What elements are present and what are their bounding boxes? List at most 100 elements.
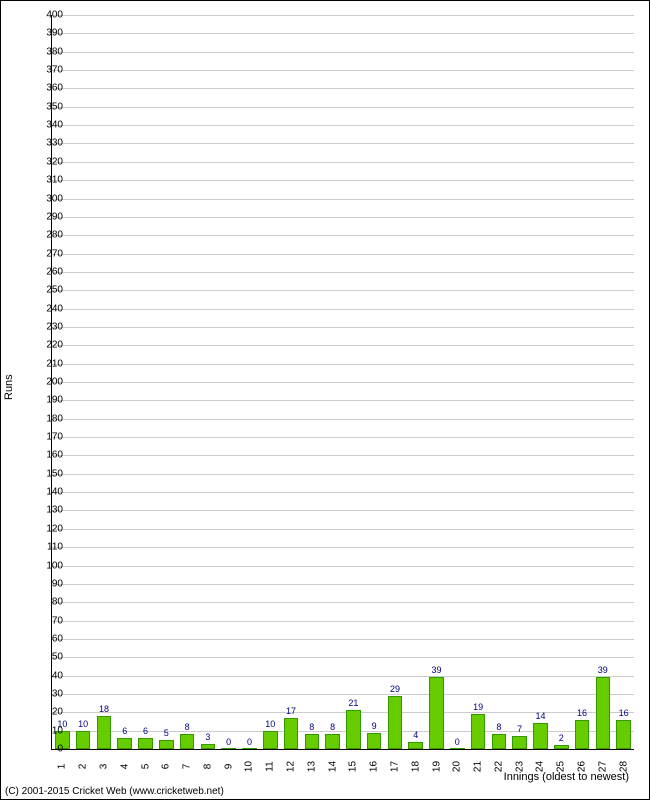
x-tick-label: 4 [119, 764, 130, 770]
gridline [52, 290, 634, 291]
bar [138, 738, 153, 749]
bar-value-label: 7 [517, 724, 522, 734]
bar-value-label: 19 [473, 702, 483, 712]
y-tick-label: 100 [23, 560, 63, 571]
bar-value-label: 3 [205, 732, 210, 742]
gridline [52, 694, 634, 695]
gridline [52, 510, 634, 511]
gridline [52, 382, 634, 383]
x-axis-title: Innings (oldest to newest) [504, 771, 629, 783]
gridline [52, 162, 634, 163]
bar-value-label: 8 [496, 722, 501, 732]
y-tick-label: 250 [23, 285, 63, 296]
gridline [52, 309, 634, 310]
bar [492, 734, 507, 749]
gridline [52, 712, 634, 713]
bar-value-label: 10 [78, 719, 88, 729]
gridline [52, 272, 634, 273]
gridline [52, 199, 634, 200]
bar [325, 734, 340, 749]
y-tick-label: 60 [23, 633, 63, 644]
y-tick-label: 390 [23, 28, 63, 39]
gridline [52, 33, 634, 34]
x-tick-label: 7 [182, 764, 193, 770]
bar-value-label: 0 [455, 737, 460, 747]
x-tick-label: 21 [473, 761, 484, 772]
bar [533, 723, 548, 749]
gridline [52, 455, 634, 456]
bar [117, 738, 132, 749]
bar-value-label: 0 [226, 737, 231, 747]
bar-value-label: 8 [330, 722, 335, 732]
bar-value-label: 39 [432, 665, 442, 675]
y-tick-label: 260 [23, 266, 63, 277]
x-tick-label: 14 [327, 761, 338, 772]
bar-value-label: 8 [185, 722, 190, 732]
x-tick-label: 11 [265, 761, 276, 771]
bar-value-label: 21 [348, 698, 358, 708]
y-tick-label: 330 [23, 138, 63, 149]
bar [575, 720, 590, 749]
bar-value-label: 6 [143, 726, 148, 736]
gridline [52, 547, 634, 548]
bar-value-label: 14 [535, 711, 545, 721]
x-tick-label: 18 [410, 761, 421, 772]
bar [201, 744, 216, 750]
y-tick-label: 50 [23, 652, 63, 663]
x-tick-label: 3 [98, 764, 109, 770]
footer-text: (C) 2001-2015 Cricket Web (www.cricketwe… [5, 786, 224, 797]
y-tick-label: 170 [23, 432, 63, 443]
y-tick-label: 400 [23, 10, 63, 21]
bar [450, 748, 465, 749]
bar [305, 734, 320, 749]
gridline [52, 345, 634, 346]
y-tick-label: 80 [23, 597, 63, 608]
y-tick-label: 0 [23, 744, 63, 755]
y-tick-label: 310 [23, 175, 63, 186]
y-tick-label: 20 [23, 707, 63, 718]
bar-value-label: 0 [247, 737, 252, 747]
x-tick-label: 2 [78, 764, 89, 770]
y-tick-label: 10 [23, 725, 63, 736]
x-tick-label: 13 [306, 761, 317, 772]
y-tick-label: 130 [23, 505, 63, 516]
gridline [52, 657, 634, 658]
y-tick-label: 30 [23, 688, 63, 699]
bar-value-label: 29 [390, 684, 400, 694]
gridline [52, 419, 634, 420]
chart-container: 1011021836465568738090101011171281381421… [0, 0, 650, 800]
y-tick-label: 150 [23, 468, 63, 479]
gridline [52, 327, 634, 328]
bar [284, 718, 299, 749]
bar [242, 748, 257, 749]
y-tick-label: 320 [23, 156, 63, 167]
plot-area: 1011021836465568738090101011171281381421… [51, 15, 634, 750]
x-tick-label: 17 [389, 761, 400, 772]
bar [346, 710, 361, 749]
bar-value-label: 16 [619, 708, 629, 718]
x-tick-label: 1 [57, 764, 68, 770]
gridline [52, 70, 634, 71]
x-tick-label: 8 [202, 764, 213, 770]
gridline [52, 602, 634, 603]
y-tick-label: 140 [23, 487, 63, 498]
gridline [52, 364, 634, 365]
bar-value-label: 10 [265, 719, 275, 729]
x-tick-label: 12 [286, 761, 297, 772]
y-tick-label: 40 [23, 670, 63, 681]
x-tick-label: 5 [140, 764, 151, 770]
bar [97, 716, 112, 749]
bar [388, 696, 403, 749]
gridline [52, 400, 634, 401]
gridline [52, 254, 634, 255]
x-tick-label: 16 [369, 761, 380, 772]
y-tick-label: 270 [23, 248, 63, 259]
bar [471, 714, 486, 749]
gridline [52, 639, 634, 640]
x-tick-label: 20 [452, 761, 463, 772]
y-tick-label: 90 [23, 578, 63, 589]
bar-value-label: 16 [577, 708, 587, 718]
y-tick-label: 290 [23, 211, 63, 222]
y-axis-title: Runs [3, 374, 15, 400]
bar [76, 731, 91, 749]
